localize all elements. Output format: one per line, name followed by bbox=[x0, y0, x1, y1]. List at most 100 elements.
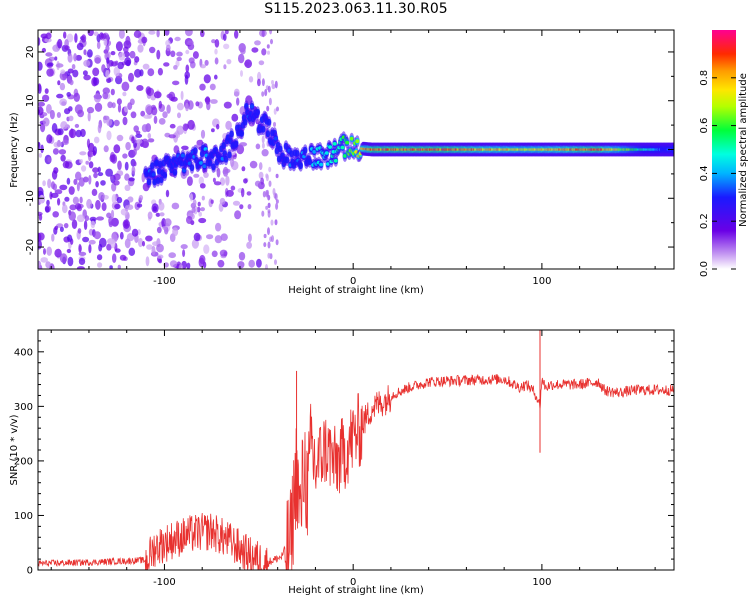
noise-blob bbox=[109, 154, 116, 163]
noise-blob bbox=[44, 206, 50, 213]
noise-blob bbox=[92, 150, 96, 157]
noise-blob bbox=[123, 220, 129, 227]
noise-blob bbox=[270, 219, 274, 226]
noise-blob bbox=[268, 97, 272, 106]
noise-blob bbox=[197, 201, 201, 207]
noise-blob bbox=[205, 96, 211, 105]
noise-blob bbox=[165, 39, 171, 47]
noise-blob bbox=[57, 38, 63, 49]
noise-blob bbox=[151, 203, 159, 214]
noise-blob bbox=[233, 88, 240, 97]
noise-blob bbox=[64, 45, 70, 50]
noise-blob bbox=[219, 197, 226, 205]
ridge-core bbox=[324, 151, 329, 155]
noise-blob bbox=[51, 233, 55, 242]
noise-blob bbox=[164, 218, 172, 227]
noise-blob bbox=[40, 144, 44, 154]
noise-blob bbox=[267, 241, 271, 249]
noise-blob bbox=[165, 189, 170, 198]
noise-blob bbox=[156, 226, 162, 234]
noise-blob bbox=[73, 53, 77, 62]
noise-blob bbox=[62, 139, 69, 146]
noise-blob bbox=[67, 53, 73, 63]
noise-blob bbox=[105, 69, 110, 79]
noise-blob bbox=[60, 154, 66, 162]
noise-blob bbox=[116, 174, 121, 180]
noise-blob bbox=[75, 203, 82, 210]
ridge-mid bbox=[243, 118, 248, 126]
noise-blob bbox=[258, 171, 264, 180]
noise-blob bbox=[126, 233, 135, 242]
noise-blob bbox=[223, 43, 230, 50]
noise-blob bbox=[153, 115, 158, 124]
noise-blob bbox=[240, 70, 243, 77]
noise-blob bbox=[265, 174, 269, 182]
noise-blob bbox=[180, 244, 188, 250]
noise-blob bbox=[117, 61, 124, 70]
noise-blob bbox=[92, 167, 99, 174]
noise-blob bbox=[247, 233, 252, 243]
noise-blob bbox=[66, 248, 72, 254]
noise-blob bbox=[94, 102, 103, 112]
noise-blob bbox=[124, 57, 132, 66]
noise-blob bbox=[53, 167, 59, 174]
noise-blob bbox=[68, 211, 77, 221]
noise-blob bbox=[47, 178, 52, 189]
noise-blob bbox=[199, 83, 206, 91]
noise-blob bbox=[185, 64, 190, 73]
noise-blob bbox=[143, 114, 151, 119]
noise-blob bbox=[267, 50, 270, 55]
noise-blob bbox=[62, 204, 68, 214]
noise-blob bbox=[240, 47, 246, 55]
noise-blob bbox=[124, 105, 128, 113]
noise-blob bbox=[267, 85, 271, 93]
noise-blob bbox=[166, 93, 173, 99]
noise-blob bbox=[219, 177, 226, 186]
noise-blob bbox=[73, 178, 78, 185]
noise-blob bbox=[198, 176, 204, 185]
noise-blob bbox=[128, 177, 135, 182]
noise-blob bbox=[266, 44, 270, 49]
noise-blob bbox=[63, 223, 69, 229]
noise-blob bbox=[47, 62, 54, 67]
noise-blob bbox=[234, 210, 242, 220]
noise-blob bbox=[56, 142, 63, 147]
noise-blob bbox=[74, 123, 80, 128]
noise-blob bbox=[138, 194, 144, 201]
noise-blob bbox=[97, 123, 102, 134]
y-tick-label: -20 bbox=[25, 239, 36, 255]
ridge-core bbox=[199, 161, 204, 165]
noise-blob bbox=[135, 130, 141, 135]
ridge-core bbox=[234, 142, 239, 146]
spectrogram-marks bbox=[38, 30, 674, 269]
noise-blob bbox=[55, 63, 64, 68]
noise-blob bbox=[145, 104, 153, 114]
noise-blob bbox=[195, 101, 200, 107]
noise-blob bbox=[276, 106, 279, 112]
noise-blob bbox=[71, 219, 78, 229]
ridge-core bbox=[162, 173, 167, 177]
noise-blob bbox=[192, 51, 199, 59]
noise-blob bbox=[271, 83, 276, 90]
noise-blob bbox=[113, 66, 121, 77]
noise-blob bbox=[97, 166, 101, 173]
noise-blob bbox=[128, 72, 134, 83]
noise-blob bbox=[243, 178, 248, 184]
noise-blob bbox=[68, 106, 73, 112]
noise-blob bbox=[75, 129, 82, 138]
noise-blob bbox=[264, 89, 268, 97]
noise-blob bbox=[206, 234, 214, 240]
noise-blob bbox=[57, 128, 64, 136]
ridge-core bbox=[331, 150, 336, 154]
ridge-mid bbox=[193, 147, 198, 155]
y-tick-label: 0 bbox=[27, 566, 33, 577]
noise-blob bbox=[113, 144, 121, 154]
noise-blob bbox=[139, 69, 144, 77]
noise-blob bbox=[214, 48, 218, 55]
noise-blob bbox=[105, 168, 113, 177]
noise-blob bbox=[62, 160, 70, 169]
noise-blob bbox=[38, 141, 41, 150]
ridge-core bbox=[152, 180, 157, 184]
noise-blob bbox=[57, 80, 61, 86]
noise-blob bbox=[186, 176, 193, 187]
